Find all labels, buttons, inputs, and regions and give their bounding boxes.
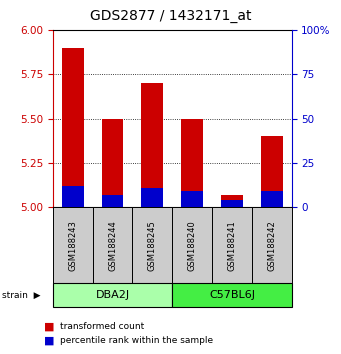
Text: DBA2J: DBA2J: [95, 290, 130, 300]
Text: GSM188245: GSM188245: [148, 220, 157, 270]
Bar: [102, 119, 123, 207]
Text: C57BL6J: C57BL6J: [209, 290, 255, 300]
Text: GSM188242: GSM188242: [267, 220, 276, 270]
Text: GSM188244: GSM188244: [108, 220, 117, 270]
Bar: [261, 191, 283, 207]
Text: GDS2877 / 1432171_at: GDS2877 / 1432171_at: [90, 9, 251, 23]
Text: GSM188240: GSM188240: [188, 220, 197, 270]
Bar: [181, 119, 203, 207]
Text: GSM188241: GSM188241: [227, 220, 236, 270]
Text: GSM188243: GSM188243: [68, 220, 77, 270]
Text: transformed count: transformed count: [60, 322, 144, 331]
Bar: [181, 191, 203, 207]
Text: ■: ■: [44, 322, 55, 332]
Bar: [221, 195, 243, 207]
Bar: [261, 136, 283, 207]
Bar: [62, 186, 84, 207]
Bar: [142, 188, 163, 207]
Text: strain  ▶: strain ▶: [2, 291, 40, 300]
Bar: [142, 83, 163, 207]
Bar: [62, 48, 84, 207]
Text: percentile rank within the sample: percentile rank within the sample: [60, 336, 213, 346]
Bar: [221, 200, 243, 207]
Text: ■: ■: [44, 336, 55, 346]
Bar: [102, 195, 123, 207]
